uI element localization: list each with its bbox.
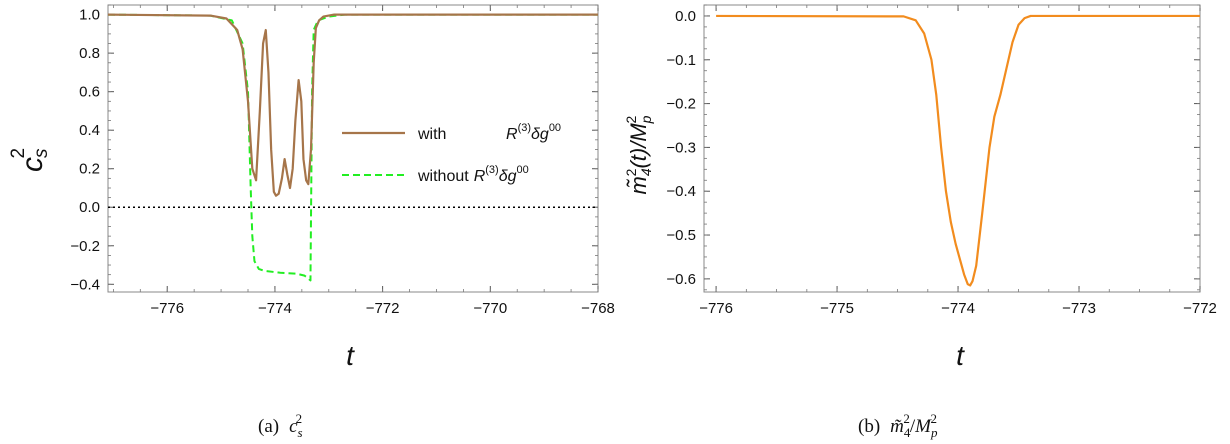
x-tick-label: −768 bbox=[581, 300, 615, 317]
legend-r: R bbox=[506, 126, 518, 143]
y-label-b-Msub: p bbox=[638, 115, 654, 124]
y-tick-label: −0.5 bbox=[666, 227, 696, 244]
tick-labels-a: −776 −774 −772 −770 −768 −0.4 −0.2 0.0 0.2 0.4 0.6… bbox=[70, 7, 615, 317]
y-tick-label: 0.2 bbox=[79, 161, 100, 178]
legend-formula-with: R(3)δg00 bbox=[506, 122, 561, 143]
y-label-b-msup: 2 bbox=[623, 168, 639, 176]
legend-label-with: with bbox=[417, 126, 446, 143]
series-group-a bbox=[107, 13, 598, 282]
chart-panel-a: −776 −774 −772 −770 −768 −0.4 −0.2 0.0 0.2 0.4 0.6… bbox=[8, 4, 615, 440]
caption-a: (a) cs2 bbox=[258, 411, 303, 440]
legend-word-without: without bbox=[417, 168, 469, 185]
y-tick-label: 0.0 bbox=[79, 199, 100, 216]
y-tick-label: 0.4 bbox=[79, 122, 100, 139]
legend-r2-sup: (3) bbox=[485, 164, 498, 176]
tick-labels-b: −776 −775 −774 −773 −772 −0.6 −0.5 −0.4 −0.3 −0.2… bbox=[666, 8, 1217, 317]
x-tick-label: −772 bbox=[366, 300, 400, 317]
legend-delta: δg bbox=[531, 126, 549, 143]
legend-label-without: without R(3)δg00 bbox=[417, 164, 529, 185]
series-line-0 bbox=[716, 14, 1200, 287]
caption-b: (b) m̃42/Mp2 bbox=[858, 411, 938, 440]
caption-b-Msub: p bbox=[930, 425, 938, 440]
y-tick-label: 0.0 bbox=[675, 8, 696, 25]
x-tick-label: −774 bbox=[258, 300, 292, 317]
y-label-b-mid: (t)/ bbox=[626, 140, 651, 169]
x-axis-label-a: t bbox=[346, 340, 355, 371]
axis-ticks-b bbox=[704, 4, 1201, 292]
x-tick-label: −773 bbox=[1062, 300, 1096, 317]
x-tick-label: −776 bbox=[699, 300, 733, 317]
legend-delta2: δg bbox=[499, 168, 517, 185]
x-tick-label: −775 bbox=[820, 300, 854, 317]
caption-a-prefix: (a) bbox=[258, 416, 279, 437]
series-line-1 bbox=[107, 13, 598, 282]
legend-g2-sup: 00 bbox=[517, 164, 529, 176]
x-tick-label: −770 bbox=[473, 300, 507, 317]
x-tick-label: −772 bbox=[1183, 300, 1217, 317]
legend-a: with R(3)δg00 without R(3)δg00 bbox=[342, 122, 561, 185]
y-label-b-M: M bbox=[626, 123, 651, 142]
caption-b-M: M bbox=[914, 416, 932, 437]
x-axis-label-b: t bbox=[956, 340, 965, 371]
chart-panel-b: −776 −775 −774 −773 −772 −0.6 −0.5 −0.4 −0.3 −0.2… bbox=[623, 4, 1217, 440]
y-label-base: c bbox=[16, 157, 49, 172]
y-tick-label: 1.0 bbox=[79, 7, 100, 24]
y-tick-label: −0.2 bbox=[666, 96, 696, 113]
legend-g-sup: 00 bbox=[549, 122, 561, 134]
y-label-superscript: 2 bbox=[8, 148, 29, 159]
caption-b-slash: / bbox=[910, 416, 916, 437]
y-tick-label: 0.6 bbox=[79, 84, 100, 101]
y-tick-label: −0.2 bbox=[70, 238, 100, 255]
series-group-b bbox=[716, 14, 1200, 287]
y-label-b-Msup: 2 bbox=[623, 116, 639, 124]
y-tick-label: −0.6 bbox=[666, 271, 696, 288]
y-tick-label: −0.1 bbox=[666, 52, 696, 69]
y-axis-label-b: m̃42(t)/Mp2 bbox=[623, 115, 654, 194]
caption-a-sup: 2 bbox=[296, 411, 303, 426]
caption-b-m: m̃ bbox=[890, 416, 904, 437]
y-label-subscript: s bbox=[31, 148, 52, 158]
y-axis-label-a: cs2 bbox=[8, 148, 52, 172]
y-tick-label: −0.4 bbox=[666, 183, 696, 200]
y-tick-label: −0.4 bbox=[70, 276, 100, 293]
y-tick-label: −0.3 bbox=[666, 139, 696, 156]
y-tick-label: 0.8 bbox=[79, 45, 100, 62]
x-tick-label: −774 bbox=[941, 300, 975, 317]
caption-b-msup: 2 bbox=[903, 411, 910, 426]
legend-word-with: with bbox=[417, 126, 446, 143]
caption-a-sub: s bbox=[298, 425, 303, 440]
axis-ticks-a bbox=[108, 4, 599, 292]
legend-r2: R bbox=[474, 168, 486, 185]
caption-b-msub: 4 bbox=[904, 425, 911, 440]
caption-b-prefix: (b) bbox=[858, 416, 880, 437]
legend-r-sup: (3) bbox=[518, 122, 531, 134]
caption-b-Msup: 2 bbox=[931, 411, 938, 426]
caption-a-base: c bbox=[289, 416, 298, 437]
series-line-0 bbox=[107, 13, 598, 197]
plot-frame-b bbox=[703, 4, 1201, 293]
y-label-b-msub: 4 bbox=[638, 168, 654, 176]
y-label-b-m: m̃ bbox=[626, 176, 651, 194]
plot-frame-a bbox=[107, 4, 599, 293]
x-tick-label: −776 bbox=[150, 300, 184, 317]
